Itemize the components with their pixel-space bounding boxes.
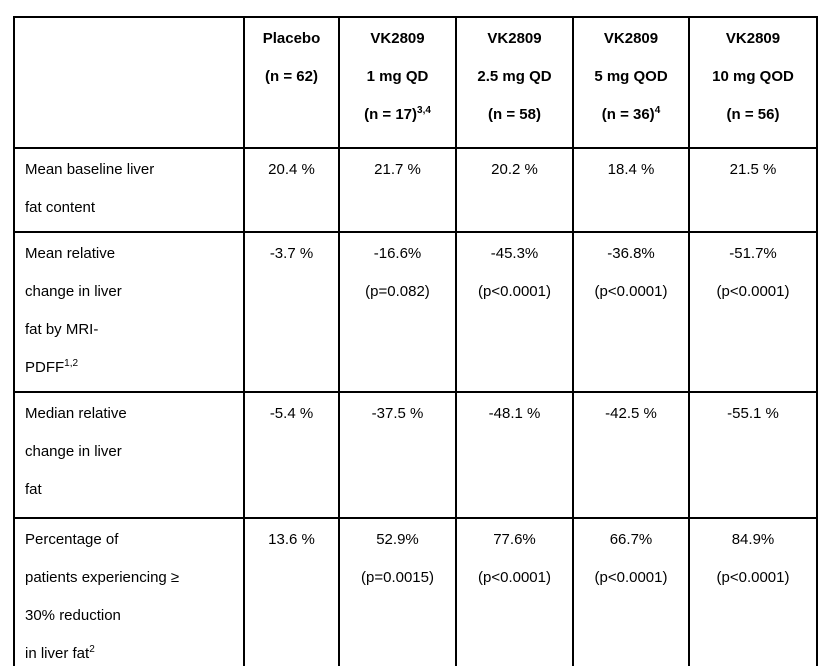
cell-text-line: 18.4 %: [607, 161, 655, 178]
cell-text-line: -42.5 %: [605, 405, 657, 422]
footnote-superscript: 4: [654, 105, 661, 116]
data-cell-mean-relative-change-mri-pdff-placebo: -3.7 %: [243, 231, 340, 393]
cell-text-line: -36.8%: [607, 245, 655, 262]
cell-text-line: 13.6 %: [268, 531, 315, 548]
column-header-row-label: [13, 16, 245, 149]
data-cell-percentage-patients-30pct-reduction-vk2809-10mg-qod: 84.9% (p<0.0001): [688, 517, 818, 666]
cell-text-line: 20.4 %: [268, 161, 315, 178]
cell-text-line: -16.6%: [373, 245, 422, 262]
cell-text-line: 2.5 mg QD: [477, 68, 552, 85]
cell-text-line: (p<0.0001): [478, 569, 551, 586]
table-row-mean-baseline-liver-fat: Mean baseline liver fat content 20.4 % 21.7…: [13, 147, 818, 233]
data-cell-percentage-patients-30pct-reduction-vk2809-1mg-qd: 52.9% (p=0.0015): [338, 517, 457, 666]
data-cell-percentage-patients-30pct-reduction-vk2809-5mg-qod: 66.7% (p<0.0001): [572, 517, 690, 666]
cell-text-line: Mean relative: [25, 245, 116, 262]
table-header: Placebo (n = 62) VK2809 1 mg QD (n = 17)3,4 V…: [13, 16, 818, 149]
column-header-placebo: Placebo (n = 62): [243, 16, 340, 149]
cell-text-line: -48.1 %: [488, 405, 541, 422]
cell-text-line: -45.3%: [490, 245, 539, 262]
cell-text-line: (n = 56): [726, 106, 780, 123]
table-row-percentage-patients-30pct-reduction: Percentage of patients experiencing ≥ 30% …: [13, 517, 818, 666]
data-cell-mean-baseline-liver-fat-vk2809-10mg-qod: 21.5 %: [688, 147, 818, 233]
cell-text-line: Median relative: [25, 405, 127, 422]
header-row: Placebo (n = 62) VK2809 1 mg QD (n = 17)3,4 V…: [13, 16, 818, 149]
cell-text-line: 66.7%: [609, 531, 653, 548]
data-cell-percentage-patients-30pct-reduction-placebo: 13.6 %: [243, 517, 340, 666]
column-header-vk2809-1mg-qd: VK2809 1 mg QD (n = 17)3,4: [338, 16, 457, 149]
cell-text-line: Percentage of: [25, 531, 119, 548]
data-cell-median-relative-change-vk2809-1mg-qd: -37.5 %: [338, 391, 457, 519]
cell-text-line: fat by MRI-: [25, 321, 99, 338]
clinical-results-table: Placebo (n = 62) VK2809 1 mg QD (n = 17)3,4 V…: [13, 16, 818, 666]
footnote-superscript: 3,4: [417, 105, 431, 116]
cell-text-line: -3.7 %: [269, 245, 314, 262]
row-label-mean-relative-change-mri-pdff: Mean relative change in liver fat by MRI- P…: [13, 231, 245, 393]
cell-text-line: 77.6%: [493, 531, 536, 548]
data-cell-median-relative-change-vk2809-2-5mg-qd: -48.1 %: [455, 391, 574, 519]
column-header-vk2809-2-5mg-qd: VK2809 2.5 mg QD (n = 58): [455, 16, 574, 149]
cell-text-line: 21.7 %: [374, 161, 421, 178]
column-header-vk2809-10mg-qod: VK2809 10 mg QOD (n = 56): [688, 16, 818, 149]
cell-text-line: (p<0.0001): [594, 569, 668, 586]
data-cell-mean-relative-change-mri-pdff-vk2809-1mg-qd: -16.6% (p=0.082): [338, 231, 457, 393]
cell-text-line: 10 mg QOD: [712, 68, 794, 85]
cell-text-line: (n = 17)3,4: [364, 105, 431, 124]
cell-text-line: fat content: [25, 199, 96, 216]
cell-text-line: 1 mg QD: [366, 68, 429, 85]
cell-text-line: 52.9%: [376, 531, 419, 548]
data-cell-median-relative-change-vk2809-10mg-qod: -55.1 %: [688, 391, 818, 519]
cell-text-line: Placebo: [262, 30, 321, 47]
cell-text-line: VK2809: [370, 30, 425, 47]
cell-text-line: VK2809: [725, 30, 781, 47]
table-row-median-relative-change: Median relative change in liver fat -5.4 % -…: [13, 391, 818, 519]
column-header-vk2809-5mg-qod: VK2809 5 mg QOD (n = 36)4: [572, 16, 690, 149]
cell-text-line: Mean baseline liver: [25, 161, 155, 178]
cell-text-line: (p<0.0001): [716, 569, 790, 586]
row-label-percentage-patients-30pct-reduction: Percentage of patients experiencing ≥ 30% …: [13, 517, 245, 666]
cell-text-line: VK2809: [603, 30, 659, 47]
cell-text-line: change in liver: [25, 443, 122, 460]
cell-text-line: -55.1 %: [727, 405, 779, 422]
cell-text-line: (p=0.082): [365, 283, 430, 300]
data-cell-mean-baseline-liver-fat-vk2809-5mg-qod: 18.4 %: [572, 147, 690, 233]
data-cell-mean-relative-change-mri-pdff-vk2809-2-5mg-qd: -45.3% (p<0.0001): [455, 231, 574, 393]
footnote-superscript: 1,2: [64, 358, 79, 369]
data-cell-mean-baseline-liver-fat-vk2809-2-5mg-qd: 20.2 %: [455, 147, 574, 233]
table-body: Mean baseline liver fat content 20.4 % 21.7…: [13, 147, 818, 666]
cell-text-line: change in liver: [25, 283, 122, 300]
cell-text-line: (p=0.0015): [361, 569, 434, 586]
cell-text-line: (n = 58): [488, 106, 541, 123]
cell-text-line: 84.9%: [731, 531, 775, 548]
cell-text-line: PDFF1,2: [25, 358, 79, 377]
cell-text-line: fat: [25, 481, 42, 498]
row-label-median-relative-change: Median relative change in liver fat: [13, 391, 245, 519]
cell-text-line: VK2809: [487, 30, 542, 47]
data-cell-mean-baseline-liver-fat-vk2809-1mg-qd: 21.7 %: [338, 147, 457, 233]
data-cell-median-relative-change-placebo: -5.4 %: [243, 391, 340, 519]
cell-text-line: (p<0.0001): [716, 283, 790, 300]
cell-text-line: (n = 62): [265, 68, 318, 85]
cell-text-line: 21.5 %: [729, 161, 777, 178]
data-cell-mean-relative-change-mri-pdff-vk2809-10mg-qod: -51.7% (p<0.0001): [688, 231, 818, 393]
cell-text-line: patients experiencing ≥: [25, 569, 180, 586]
data-cell-mean-relative-change-mri-pdff-vk2809-5mg-qod: -36.8% (p<0.0001): [572, 231, 690, 393]
cell-text-line: -51.7%: [729, 245, 777, 262]
cell-text-line: 5 mg QOD: [594, 68, 668, 85]
footnote-superscript: 2: [89, 644, 95, 655]
data-cell-mean-baseline-liver-fat-placebo: 20.4 %: [243, 147, 340, 233]
cell-text-line: (p<0.0001): [478, 283, 551, 300]
row-label-mean-baseline-liver-fat: Mean baseline liver fat content: [13, 147, 245, 233]
cell-text-line: (n = 36)4: [601, 105, 661, 124]
cell-text-line: (p<0.0001): [594, 283, 668, 300]
cell-text-line: 30% reduction: [25, 607, 121, 624]
data-cell-median-relative-change-vk2809-5mg-qod: -42.5 %: [572, 391, 690, 519]
cell-text-line: -5.4 %: [269, 405, 314, 422]
cell-text-line: 20.2 %: [491, 161, 538, 178]
cell-text-line: in liver fat2: [25, 644, 95, 663]
data-cell-percentage-patients-30pct-reduction-vk2809-2-5mg-qd: 77.6% (p<0.0001): [455, 517, 574, 666]
table-row-mean-relative-change-mri-pdff: Mean relative change in liver fat by MRI- P…: [13, 231, 818, 393]
cell-text-line: -37.5 %: [371, 405, 424, 422]
